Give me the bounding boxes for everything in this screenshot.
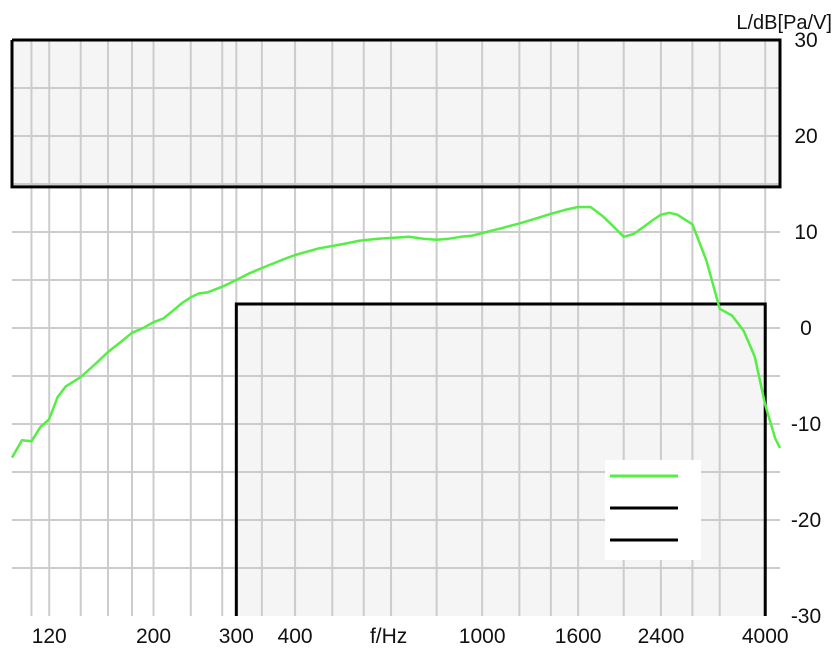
upper-limit-region (12, 40, 780, 187)
x-tick-label: 300 (219, 625, 254, 648)
y-tick-label: 0 (800, 317, 812, 340)
x-tick-label: 2400 (638, 625, 685, 648)
response-curve-line (10, 205, 782, 459)
lower-limit-line (234, 302, 767, 616)
y-tick-label: -30 (791, 605, 821, 628)
y-axis-label: L/dB[Pa/V] (736, 12, 832, 34)
x-tick-label: 120 (32, 625, 67, 648)
y-tick-label: 10 (794, 221, 817, 244)
series-layer (10, 205, 782, 459)
y-tick-label: 20 (794, 125, 817, 148)
y-tick-label: 30 (794, 29, 817, 52)
x-tick-label: 1000 (459, 625, 506, 648)
y-tick-label: -20 (791, 509, 821, 532)
x-tick-label: f/Hz (370, 625, 407, 648)
upper-limit-line (10, 38, 782, 189)
y-tick-label: -10 (791, 413, 821, 436)
x-tick-label: 1600 (555, 625, 602, 648)
x-tick-label: 200 (136, 625, 171, 648)
grid-layer (12, 40, 780, 616)
legend (605, 460, 701, 560)
axis-layer: 30 20 10 0 -10 -20 -30 120 200 300 400 f/Hz 1000 1600… (32, 29, 821, 648)
x-tick-label: 400 (278, 625, 313, 648)
limit-lines-layer (10, 38, 782, 616)
x-tick-label: 4000 (742, 625, 789, 648)
